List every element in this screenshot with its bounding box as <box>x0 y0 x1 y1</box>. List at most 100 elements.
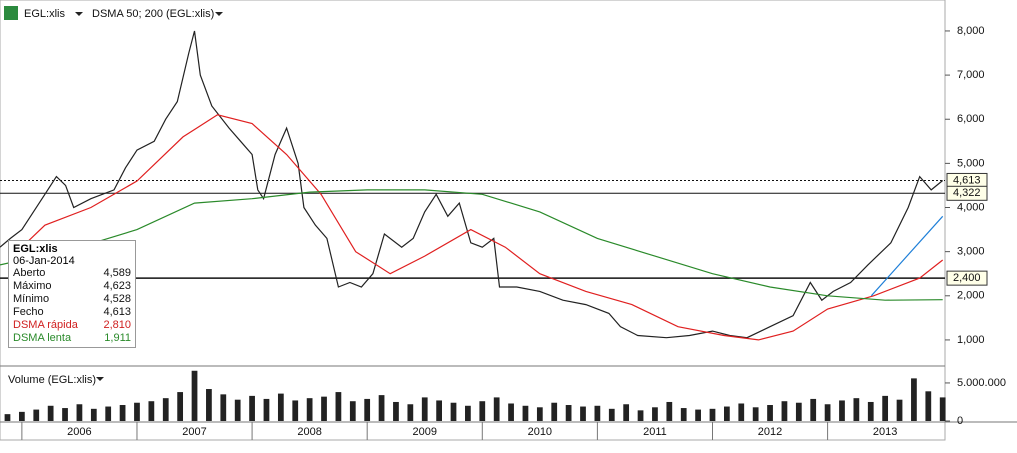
price-marker-label: 4,613 <box>953 174 981 186</box>
volume-bar <box>407 404 414 421</box>
y-tick-label: 7,000 <box>957 69 985 81</box>
volume-bar <box>162 398 169 421</box>
volume-bar <box>148 401 155 421</box>
volume-bar <box>795 402 802 421</box>
y-tick-label: 5.000.000 <box>957 377 1006 389</box>
price-marker <box>946 270 988 286</box>
y-tick-label: 4,000 <box>957 201 985 213</box>
info-value: 4,613 <box>103 306 131 318</box>
volume-bar <box>191 370 198 421</box>
volume-bar <box>378 395 385 421</box>
volume-bar <box>393 401 399 421</box>
x-tick-label: 2010 <box>528 426 552 438</box>
info-row: Máximo 4,623 <box>13 280 131 293</box>
volume-bar <box>939 397 946 421</box>
volume-bar <box>177 392 184 421</box>
trendline <box>870 215 944 297</box>
volume-bar <box>206 389 212 421</box>
volume-bar <box>882 395 889 421</box>
sma-line <box>0 189 943 301</box>
x-tick-label: 2013 <box>873 426 897 438</box>
indicator-label[interactable]: DSMA 50; 200 (EGL:xlis) <box>92 8 214 20</box>
volume-bar <box>896 399 903 421</box>
volume-label[interactable]: Volume (EGL:xlis) <box>8 374 96 386</box>
volume-bar <box>695 409 701 421</box>
volume-bar <box>47 405 54 421</box>
info-key: Máximo <box>13 280 52 292</box>
volume-bar <box>134 402 140 421</box>
info-value: 1,911 <box>104 332 131 344</box>
volume-bar <box>277 393 284 421</box>
volume-bar <box>119 405 126 421</box>
x-tick-label: 2009 <box>412 426 436 438</box>
volume-bar <box>551 402 558 421</box>
volume-bar <box>450 402 457 421</box>
volume-bar <box>652 407 658 421</box>
volume-bar <box>62 408 68 421</box>
info-row: Aberto 4,589 <box>13 267 131 280</box>
info-value: 4,589 <box>103 267 131 279</box>
x-tick-label: 2012 <box>758 426 782 438</box>
y-tick-label: 1,000 <box>957 334 985 346</box>
volume-bar <box>724 406 730 421</box>
volume-bar <box>105 406 112 421</box>
volume-bar <box>249 395 255 421</box>
volume-bar <box>90 408 97 421</box>
price-marker-label: 2,400 <box>953 272 981 284</box>
symbol-icon <box>4 6 18 20</box>
volume-bar <box>493 397 500 421</box>
volume-bar <box>335 392 342 421</box>
volume-bar <box>465 405 471 421</box>
info-value: 4,623 <box>103 280 131 292</box>
x-tick-label: 2008 <box>297 426 321 438</box>
y-tick-label: 0 <box>957 415 963 427</box>
info-date: 06-Jan-2014 <box>13 255 75 267</box>
price-marker-label: 4,322 <box>953 187 981 199</box>
volume-bar <box>911 378 917 421</box>
info-title: EGL:xlis <box>13 243 58 255</box>
volume-bar <box>522 405 529 421</box>
volume-bar <box>263 398 270 421</box>
y-tick-label: 6,000 <box>957 113 985 125</box>
info-key: Mínimo <box>13 293 50 305</box>
info-row: DSMA lenta 1,911 <box>13 332 131 345</box>
x-tick-label: 2006 <box>67 426 91 438</box>
volume-bar <box>824 404 831 421</box>
volume-bar <box>76 404 83 421</box>
symbol-label[interactable]: EGL:xlis <box>24 8 65 20</box>
volume-bar <box>364 398 371 421</box>
info-key: Fecho <box>13 306 44 318</box>
price-marker <box>946 185 988 201</box>
volume-bar <box>623 404 630 421</box>
info-row: Mínimo 4,528 <box>13 293 131 306</box>
volume-bar <box>637 410 644 421</box>
plot-frame <box>0 0 946 441</box>
volume-bar <box>781 401 788 421</box>
y-tick-label: 5,000 <box>957 157 985 169</box>
volume-bar <box>421 397 428 421</box>
volume-bar <box>925 391 932 421</box>
volume-bar <box>536 407 543 421</box>
volume-bar <box>292 400 299 421</box>
y-tick-label: 8,000 <box>957 25 985 37</box>
volume-bar <box>349 401 356 421</box>
volume-bar <box>321 396 327 421</box>
volume-bar <box>479 401 486 421</box>
info-value: 4,528 <box>103 293 131 305</box>
volume-bar <box>666 401 673 421</box>
volume-bar <box>709 408 716 421</box>
info-box: EGL:xlis 06-Jan-2014 Aberto 4,589 Máximo 4,… <box>8 240 136 348</box>
volume-bar <box>580 406 586 421</box>
volume-bar <box>867 401 874 421</box>
volume-bar <box>306 398 313 421</box>
volume-bar <box>4 414 11 421</box>
volume-bar <box>33 409 40 421</box>
info-key: DSMA rápida <box>13 319 78 331</box>
price-line-series <box>0 30 944 339</box>
volume-bar <box>508 403 514 421</box>
x-tick-label: 2011 <box>643 426 667 438</box>
volume-bar <box>680 408 687 421</box>
volume-bar <box>767 405 773 421</box>
x-tick-label: 2007 <box>182 426 206 438</box>
